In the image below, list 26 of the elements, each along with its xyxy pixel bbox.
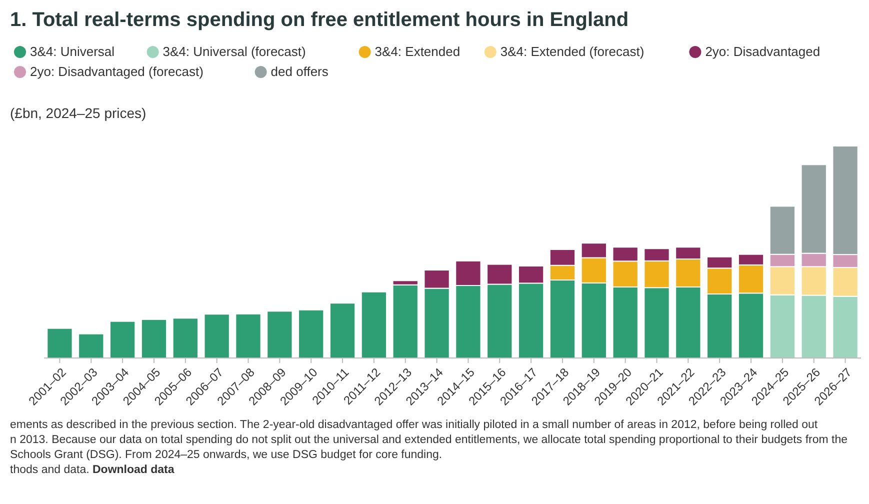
legend-label: 3&4: Universal (forecast)	[162, 44, 306, 59]
bar	[46, 328, 73, 358]
bar	[172, 318, 198, 358]
bar	[392, 284, 418, 358]
legend-label: 3&4: Universal	[30, 44, 115, 59]
text: n 2013. Because our data on total spending do not split out the universal and extended entitlements, we allocate total spending proportional to their budgets from the	[10, 434, 848, 446]
legend-label: 3&4: Extended (forecast)	[500, 44, 644, 59]
legend-label: 2yo: Disadvantaged	[705, 44, 820, 59]
text: thods and data.	[10, 464, 90, 476]
bar	[298, 309, 324, 358]
legend-label: ded offers	[270, 64, 329, 79]
bar	[78, 333, 104, 358]
text: Download data	[89, 464, 175, 476]
bar	[329, 302, 356, 358]
legend-label: 2yo: Disadvantaged (forecast)	[30, 64, 204, 79]
bar	[235, 313, 262, 358]
bar	[266, 310, 293, 358]
y-axis-title: (£bn, 2024–25 prices)	[10, 105, 146, 121]
text: Schools Grant (DSG). From 2024–25 onwards, we use DSG budget for core funding.	[10, 449, 442, 461]
bar	[140, 318, 168, 358]
bar	[360, 291, 388, 358]
text: ements as described in the previous section. The 2-year-old disadvantaged offer was initially piloted in a small number of areas in 2012, before being rolled out	[10, 419, 818, 431]
bar	[109, 320, 136, 358]
bar	[204, 314, 230, 358]
chart-title: 1. Total real-terms spending on free entitlement hours in England	[10, 9, 629, 31]
legend-label: 3&4: Extended	[374, 44, 460, 59]
